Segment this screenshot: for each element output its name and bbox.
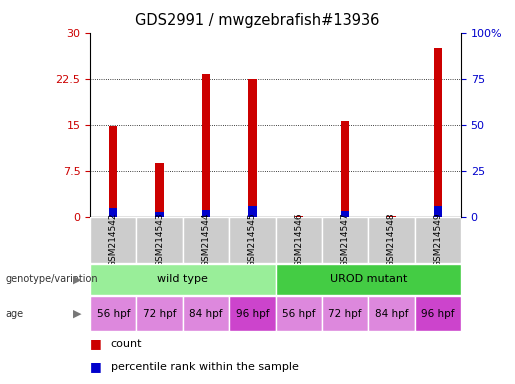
Bar [183, 296, 229, 331]
Text: UROD mutant: UROD mutant [330, 274, 407, 285]
Text: percentile rank within the sample: percentile rank within the sample [111, 362, 299, 372]
Text: ■: ■ [90, 360, 102, 373]
Text: count: count [111, 339, 142, 349]
Text: wild type: wild type [158, 274, 208, 285]
Bar [415, 296, 461, 331]
Text: 56 hpf: 56 hpf [282, 309, 316, 319]
Text: 96 hpf: 96 hpf [235, 309, 269, 319]
Text: GSM214548: GSM214548 [387, 213, 396, 267]
Bar [415, 217, 461, 263]
Text: genotype/variation: genotype/variation [5, 274, 98, 285]
Bar [136, 217, 183, 263]
Bar [90, 217, 136, 263]
Text: GSM214546: GSM214546 [294, 213, 303, 267]
Bar [136, 296, 183, 331]
Text: GDS2991 / mwgzebrafish#13936: GDS2991 / mwgzebrafish#13936 [135, 13, 380, 28]
Text: 84 hpf: 84 hpf [189, 309, 223, 319]
Bar [387, 216, 396, 217]
Bar [322, 217, 368, 263]
Text: 56 hpf: 56 hpf [96, 309, 130, 319]
Text: ▶: ▶ [73, 274, 81, 285]
Text: ▶: ▶ [73, 309, 81, 319]
Bar [90, 264, 276, 295]
Text: GSM214542: GSM214542 [109, 213, 118, 267]
Text: ■: ■ [90, 337, 102, 350]
Bar [202, 74, 210, 217]
Bar [202, 210, 210, 217]
Bar [90, 296, 136, 331]
Bar [295, 216, 303, 217]
Bar [341, 211, 349, 217]
Bar [434, 48, 442, 217]
Text: GSM214547: GSM214547 [340, 213, 350, 267]
Text: 72 hpf: 72 hpf [328, 309, 362, 319]
Bar [341, 121, 349, 217]
Bar [229, 296, 276, 331]
Bar [276, 296, 322, 331]
Bar [368, 217, 415, 263]
Bar [183, 217, 229, 263]
Bar [276, 217, 322, 263]
Text: GSM214544: GSM214544 [201, 213, 211, 267]
Bar [322, 296, 368, 331]
Bar [156, 163, 164, 217]
Bar [109, 208, 117, 217]
Bar [434, 206, 442, 217]
Text: 96 hpf: 96 hpf [421, 309, 455, 319]
Bar [276, 264, 461, 295]
Text: 84 hpf: 84 hpf [374, 309, 408, 319]
Bar [248, 79, 256, 217]
Text: 72 hpf: 72 hpf [143, 309, 177, 319]
Bar [229, 217, 276, 263]
Text: GSM214549: GSM214549 [433, 213, 442, 267]
Text: GSM214545: GSM214545 [248, 213, 257, 267]
Bar [368, 296, 415, 331]
Bar [248, 206, 256, 217]
Text: age: age [5, 309, 23, 319]
Text: GSM214543: GSM214543 [155, 213, 164, 267]
Bar [156, 212, 164, 217]
Bar [109, 126, 117, 217]
